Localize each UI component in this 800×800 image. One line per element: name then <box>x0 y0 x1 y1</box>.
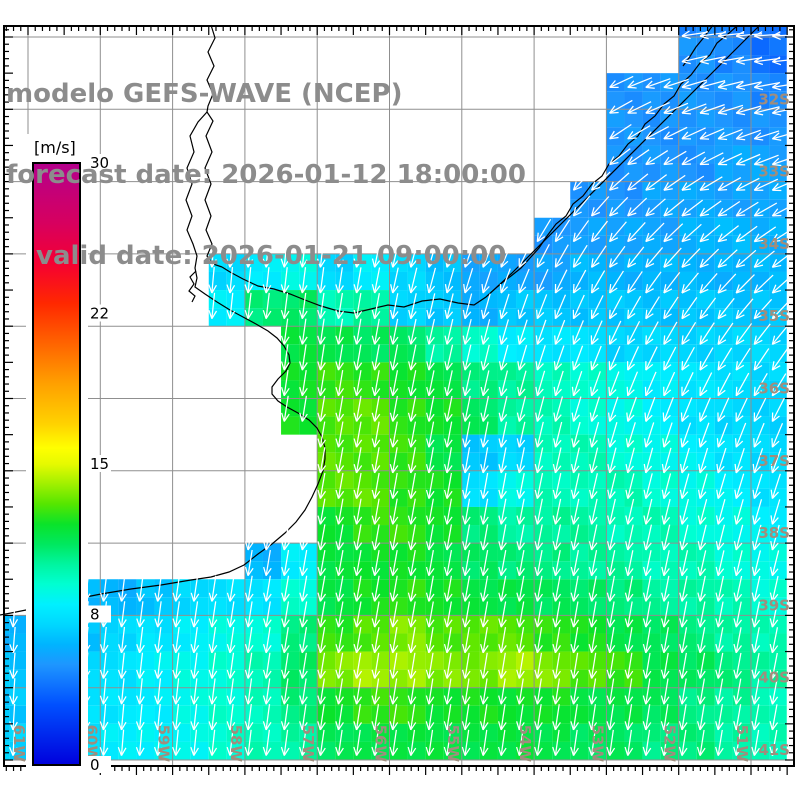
lat-label: 33S <box>758 163 790 181</box>
colorbar-tick-label: 22 <box>90 305 109 323</box>
lon-label: 61W <box>10 725 28 763</box>
colorbar-tick-label: 30 <box>90 154 109 172</box>
map-border <box>3 25 795 775</box>
lat-label: 39S <box>758 596 790 614</box>
lat-label: 34S <box>758 235 790 253</box>
lat-label: 40S <box>758 669 790 687</box>
lon-label: 57W <box>299 725 317 763</box>
lon-label: 52W <box>661 725 679 763</box>
lat-label: 32S <box>758 90 790 108</box>
colorbar-unit-label: [m/s] <box>34 138 76 157</box>
lon-label: 59W <box>155 725 173 763</box>
valid-date: valid date: 2026-01-21 09:00:00 <box>36 241 507 271</box>
lat-label: 36S <box>758 380 790 398</box>
lon-label: 54W <box>516 725 534 763</box>
lon-label: 58W <box>227 725 245 763</box>
colorbar: [m/s] 30 22 15 8 0 <box>26 134 111 778</box>
lat-label: 41S <box>758 741 790 759</box>
coastline <box>0 24 761 616</box>
lon-label: 56W <box>372 725 390 763</box>
forecast-date: forecast date: 2026-01-12 18:00:00 <box>6 160 526 190</box>
model-name: modelo GEFS-WAVE (NCEP) <box>6 79 403 109</box>
colorbar-tick-label: 15 <box>90 455 109 473</box>
wind-arrows <box>9 30 799 756</box>
colorbar-tick-label: 8 <box>90 606 100 624</box>
colorbar-tick-label: 0 <box>90 756 100 774</box>
lat-label: 37S <box>758 452 790 470</box>
lat-label: 35S <box>758 307 790 325</box>
lon-label: 51W <box>733 725 751 763</box>
lon-label: 53W <box>588 725 606 763</box>
lon-label: 55W <box>444 725 462 763</box>
lat-label: 38S <box>758 524 790 542</box>
map-title-block: modelo GEFS-WAVE (NCEP) forecast date: 2… <box>6 27 526 324</box>
